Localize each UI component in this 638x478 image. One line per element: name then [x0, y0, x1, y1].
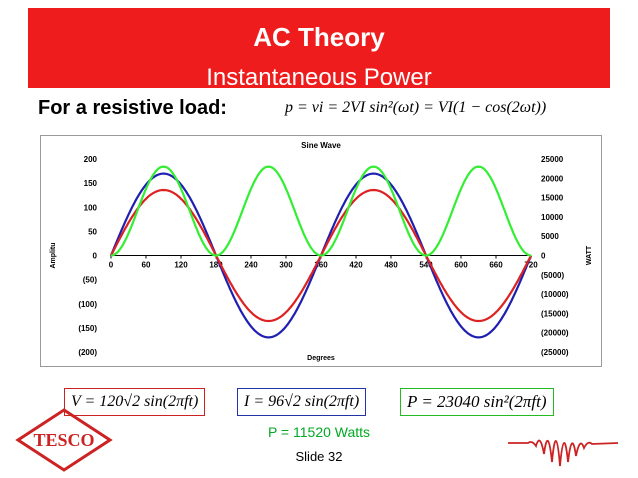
- y-axis-label: Amplitu: [50, 242, 57, 268]
- x-tick-label: 540: [419, 261, 433, 270]
- y-tick-label: (150): [78, 324, 97, 333]
- y2-tick-label: 15000: [541, 194, 564, 203]
- y-tick-label: (200): [78, 348, 97, 357]
- y2-tick-label: (5000): [541, 271, 564, 280]
- tesco-logo: TESCO: [15, 408, 113, 472]
- logo-text: TESCO: [33, 430, 94, 450]
- y2-tick-label: 5000: [541, 232, 559, 241]
- y-tick-label: (100): [78, 300, 97, 309]
- x-tick-label: 180: [209, 261, 223, 270]
- slide-number: Slide 32: [295, 449, 343, 464]
- x-tick-label: 120: [174, 261, 188, 270]
- x-tick-label: 720: [524, 261, 538, 270]
- y2-tick-label: 20000: [541, 174, 564, 183]
- y2-tick-label: 0: [541, 252, 546, 261]
- title-banner: AC Theory Instantaneous Power: [28, 8, 610, 91]
- y-tick-label: 50: [88, 227, 97, 236]
- x-tick-label: 60: [142, 261, 151, 270]
- power-formula: P = 23040 sin²(2πft): [400, 388, 554, 416]
- current-formula: I = 96√2 sin(2πft): [237, 388, 367, 416]
- x-tick-label: 600: [454, 261, 468, 270]
- y-tick-label: 100: [84, 203, 98, 212]
- x-axis-label: Degrees: [307, 355, 335, 362]
- y2-tick-label: (10000): [541, 290, 569, 299]
- power-equation: p = vi = 2VI sin²(ωt) = VI(1 − cos(2ωt)): [285, 99, 547, 116]
- decorative-wave-icon: [508, 439, 618, 467]
- x-tick-label: 300: [279, 261, 293, 270]
- x-tick-label: 240: [244, 261, 258, 270]
- voltage-formula: V = 120√2 sin(2πft): [64, 388, 206, 416]
- y2-tick-label: 25000: [541, 155, 564, 164]
- y2-tick-label: (15000): [541, 309, 569, 318]
- resistive-load-label: For a resistive load:: [38, 97, 227, 119]
- y2-tick-label: (20000): [541, 329, 569, 338]
- slide-title: AC Theory: [253, 22, 385, 52]
- series-line-power: [110, 165, 532, 257]
- y-tick-label: 150: [84, 179, 98, 188]
- y2-tick-label: (25000): [541, 348, 569, 357]
- y-tick-label: (50): [83, 276, 98, 285]
- chart-title: Sine Wave: [301, 141, 341, 150]
- x-tick-label: 0: [109, 261, 114, 270]
- slide-subtitle: Instantaneous Power: [206, 64, 432, 91]
- y2-tick-label: 10000: [541, 213, 564, 222]
- x-tick-label: 480: [384, 261, 398, 270]
- logo-diamond: [15, 408, 113, 472]
- y-tick-label: 200: [84, 155, 98, 164]
- power-result: P = 11520 Watts: [267, 424, 371, 440]
- y-tick-label: 0: [93, 252, 98, 261]
- chart-frame: Sine Wave 200 150 100 50 0 (50) (100) (150) (200)…: [40, 135, 602, 367]
- wave-path: [508, 439, 618, 467]
- y2-axis-label: WATT: [586, 245, 593, 265]
- x-tick-label: 360: [314, 261, 328, 270]
- x-tick-label: 420: [349, 261, 363, 270]
- x-tick-label: 660: [489, 261, 503, 270]
- sine-wave-chart: Sine Wave 200 150 100 50 0 (50) (100) (150) (200)…: [50, 141, 593, 362]
